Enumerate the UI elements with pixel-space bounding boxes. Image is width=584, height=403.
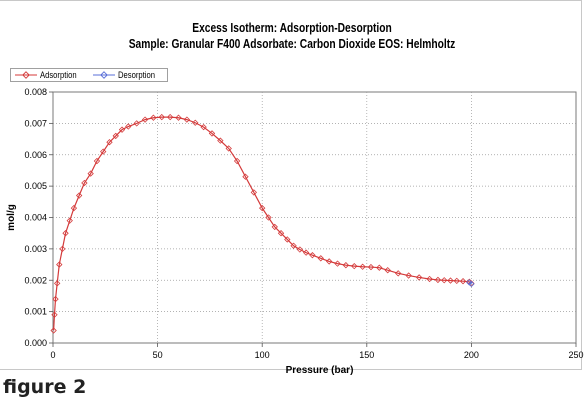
data-point-adsorption [395, 270, 402, 277]
data-point-adsorption [296, 246, 304, 253]
data-point-adsorption [265, 214, 272, 221]
y-tick-label: 0.000 [24, 338, 47, 348]
data-point-adsorption [271, 223, 278, 231]
data-point-adsorption [277, 230, 285, 237]
data-point-adsorption [447, 277, 454, 284]
data-point-adsorption [426, 275, 433, 283]
data-point-adsorption [217, 137, 224, 144]
data-point-adsorption [175, 114, 182, 121]
y-tick-label: 0.005 [24, 181, 47, 191]
data-point-adsorption [66, 217, 73, 224]
data-point-adsorption [434, 276, 442, 284]
y-tick-label: 0.006 [24, 150, 47, 160]
chart-subtitle: Sample: Granular F400 Adsorbate: Carbon … [128, 37, 456, 51]
y-tick-label: 0.002 [24, 275, 47, 285]
y-tick-label: 0.008 [24, 87, 47, 97]
data-point-adsorption [54, 280, 61, 287]
data-point-adsorption [75, 192, 83, 199]
data-point-adsorption [225, 145, 232, 152]
data-point-adsorption [166, 113, 174, 121]
data-point-adsorption [405, 272, 412, 279]
x-tick-label: 200 [464, 350, 479, 360]
data-point-adsorption [334, 260, 341, 267]
data-point-adsorption [415, 274, 423, 281]
data-point-adsorption [309, 251, 316, 259]
y-axis-label: mol/g [6, 204, 17, 231]
data-point-adsorption [70, 204, 78, 212]
legend-label-adsorption: Adsorption [40, 70, 77, 80]
legend-label-desorption: Desorption [118, 70, 156, 80]
data-point-adsorption [192, 119, 199, 126]
data-point-adsorption [376, 264, 383, 271]
data-point-adsorption [50, 327, 57, 334]
data-point-adsorption [441, 277, 448, 284]
data-point-adsorption [106, 139, 113, 146]
data-point-adsorption [93, 157, 101, 165]
chart-legend: Adsorption Desorption [10, 68, 168, 82]
y-tick-label: 0.004 [24, 213, 47, 223]
data-point-adsorption [158, 113, 165, 121]
legend-item-desorption: Desorption [93, 70, 162, 80]
x-tick-label: 100 [255, 350, 270, 360]
data-point-adsorption [133, 120, 140, 127]
data-point-adsorption [183, 116, 191, 123]
data-point-adsorption [359, 263, 366, 270]
data-point-adsorption [118, 126, 126, 133]
chart-title: Excess Isotherm: Adsorption-Desorption [192, 21, 392, 35]
data-point-adsorption [242, 173, 249, 180]
data-point-adsorption [325, 258, 333, 265]
x-axis-label: Pressure (bar) [286, 365, 354, 376]
data-point-adsorption [87, 170, 94, 177]
data-point-adsorption [208, 130, 216, 137]
data-point-adsorption [62, 230, 69, 237]
y-tick-label: 0.003 [24, 244, 47, 254]
data-point-adsorption [125, 123, 132, 130]
data-point-adsorption [302, 249, 310, 256]
legend-swatch-desorption [93, 71, 116, 79]
data-point-adsorption [81, 179, 88, 187]
x-tick-label: 250 [568, 350, 583, 360]
x-tick-label: 50 [153, 350, 163, 360]
data-point-adsorption [52, 295, 59, 303]
legend-swatch-adsorption [15, 71, 37, 79]
data-point-adsorption [150, 114, 157, 121]
data-point-adsorption [259, 204, 266, 212]
data-point-adsorption [453, 277, 460, 285]
y-tick-label: 0.001 [24, 307, 47, 317]
data-point-adsorption [59, 245, 66, 253]
data-point-adsorption [233, 157, 241, 165]
data-point-adsorption [56, 261, 63, 268]
figure-caption: figure 2 [3, 376, 87, 398]
y-tick-label: 0.007 [24, 118, 47, 128]
data-point-adsorption [100, 148, 107, 155]
data-point-adsorption [351, 262, 358, 270]
legend-item-adsorption: Adsorption [15, 70, 83, 80]
x-tick-label: 0 [50, 350, 55, 360]
data-point-adsorption [367, 263, 375, 271]
data-point-adsorption [200, 123, 207, 131]
data-point-adsorption [284, 236, 291, 243]
data-point-desorption [468, 280, 475, 288]
x-tick-label: 150 [359, 350, 374, 360]
data-point-desorption [466, 279, 473, 286]
data-point-adsorption [250, 189, 257, 196]
data-point-adsorption [112, 132, 119, 140]
data-point-adsorption [51, 311, 58, 318]
data-point-adsorption [459, 278, 467, 285]
data-point-adsorption [384, 267, 391, 274]
data-point-adsorption [317, 255, 324, 262]
data-point-adsorption [141, 116, 149, 123]
data-point-adsorption [290, 242, 297, 249]
data-point-adsorption [342, 262, 350, 269]
